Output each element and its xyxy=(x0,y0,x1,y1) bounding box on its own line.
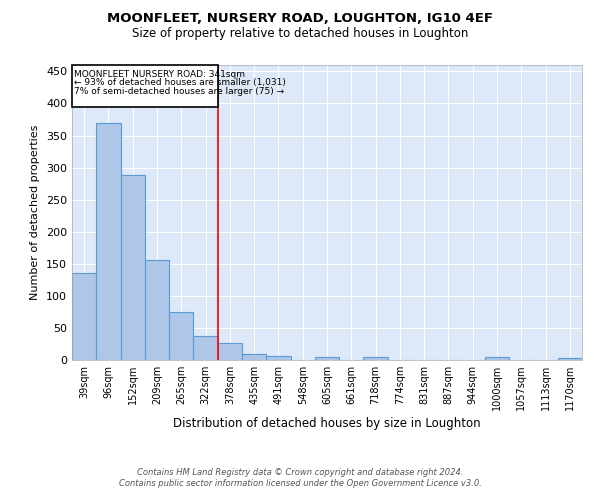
Bar xyxy=(169,312,193,360)
Text: MOONFLEET NURSERY ROAD: 341sqm: MOONFLEET NURSERY ROAD: 341sqm xyxy=(74,70,245,79)
Text: 7% of semi-detached houses are larger (75) →: 7% of semi-detached houses are larger (7… xyxy=(74,87,284,96)
X-axis label: Distribution of detached houses by size in Loughton: Distribution of detached houses by size … xyxy=(173,418,481,430)
Y-axis label: Number of detached properties: Number of detached properties xyxy=(31,125,40,300)
Text: Size of property relative to detached houses in Loughton: Size of property relative to detached ho… xyxy=(132,28,468,40)
Bar xyxy=(485,358,509,360)
Text: ← 93% of detached houses are smaller (1,031): ← 93% of detached houses are smaller (1,… xyxy=(74,78,286,88)
Bar xyxy=(218,344,242,360)
Bar xyxy=(121,176,145,360)
Bar xyxy=(193,336,218,360)
Text: MOONFLEET, NURSERY ROAD, LOUGHTON, IG10 4EF: MOONFLEET, NURSERY ROAD, LOUGHTON, IG10 … xyxy=(107,12,493,26)
Bar xyxy=(242,354,266,360)
Bar xyxy=(364,358,388,360)
Bar xyxy=(72,274,96,360)
Bar xyxy=(558,358,582,360)
Bar xyxy=(72,65,218,106)
Bar xyxy=(145,260,169,360)
Bar xyxy=(96,122,121,360)
Bar xyxy=(315,357,339,360)
Text: Contains HM Land Registry data © Crown copyright and database right 2024.
Contai: Contains HM Land Registry data © Crown c… xyxy=(119,468,481,487)
Bar xyxy=(266,356,290,360)
